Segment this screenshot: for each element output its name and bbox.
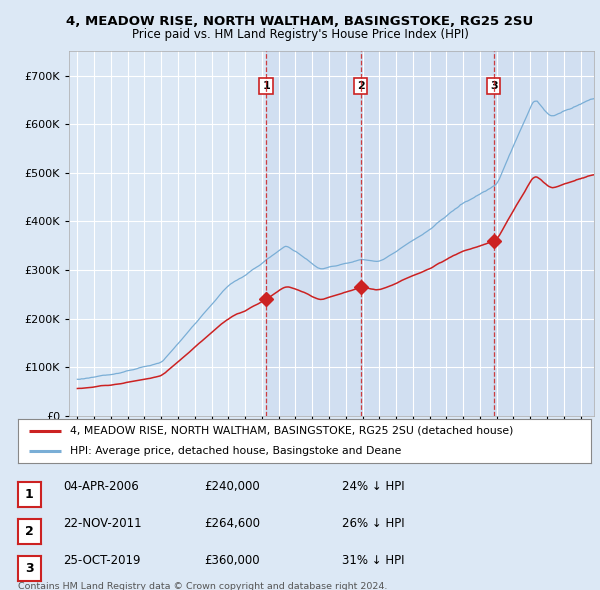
Text: 1: 1: [25, 488, 34, 501]
Text: 26% ↓ HPI: 26% ↓ HPI: [342, 517, 404, 530]
Bar: [361, 51, 494, 416]
Text: 2: 2: [25, 525, 34, 538]
Text: Price paid vs. HM Land Registry's House Price Index (HPI): Price paid vs. HM Land Registry's House …: [131, 28, 469, 41]
Text: 25-OCT-2019: 25-OCT-2019: [63, 554, 140, 568]
Bar: [266, 51, 361, 416]
Text: Contains HM Land Registry data © Crown copyright and database right 2024.
This d: Contains HM Land Registry data © Crown c…: [18, 582, 388, 590]
Text: 24% ↓ HPI: 24% ↓ HPI: [342, 480, 404, 493]
Text: 3: 3: [25, 562, 34, 575]
Text: 4, MEADOW RISE, NORTH WALTHAM, BASINGSTOKE, RG25 2SU: 4, MEADOW RISE, NORTH WALTHAM, BASINGSTO…: [67, 15, 533, 28]
Text: 04-APR-2006: 04-APR-2006: [63, 480, 139, 493]
Text: 4, MEADOW RISE, NORTH WALTHAM, BASINGSTOKE, RG25 2SU (detached house): 4, MEADOW RISE, NORTH WALTHAM, BASINGSTO…: [70, 426, 513, 436]
Text: HPI: Average price, detached house, Basingstoke and Deane: HPI: Average price, detached house, Basi…: [70, 446, 401, 456]
Text: 31% ↓ HPI: 31% ↓ HPI: [342, 554, 404, 568]
Bar: [494, 51, 594, 416]
Text: 22-NOV-2011: 22-NOV-2011: [63, 517, 142, 530]
Text: 2: 2: [357, 81, 365, 91]
Text: £240,000: £240,000: [204, 480, 260, 493]
Text: 3: 3: [490, 81, 497, 91]
Text: £360,000: £360,000: [204, 554, 260, 568]
Text: £264,600: £264,600: [204, 517, 260, 530]
Text: 1: 1: [262, 81, 270, 91]
